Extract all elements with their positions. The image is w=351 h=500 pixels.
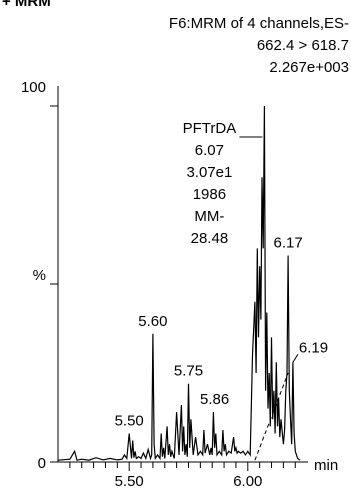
chromatogram-trace bbox=[57, 105, 301, 461]
peak-label-6-17: 6.17 bbox=[274, 235, 303, 252]
peak-label-5-75: 5.75 bbox=[174, 363, 203, 380]
annotation-height: 1986 bbox=[193, 186, 226, 203]
title-fragment: + MRM bbox=[2, 0, 51, 10]
x-tick-label-5-50: 5.50 bbox=[115, 473, 144, 490]
peak-label-5-50: 5.50 bbox=[115, 413, 144, 430]
x-axis-label: min bbox=[314, 457, 338, 474]
annotation-sn: 28.48 bbox=[191, 230, 229, 247]
peak-labels: 5.50 5.60 5.75 5.86 6.17 6.19 bbox=[115, 235, 329, 430]
x-tick-label-6-00: 6.00 bbox=[233, 473, 262, 490]
annotation-area: 3.07e1 bbox=[186, 164, 232, 181]
annotation-mode: MM- bbox=[194, 208, 224, 225]
peak-label-5-60: 5.60 bbox=[138, 313, 167, 330]
header-line-transition: 662.4 > 618.7 bbox=[257, 37, 349, 54]
header-line-intensity: 2.267e+003 bbox=[269, 59, 349, 76]
peak-label-6-19-leader bbox=[292, 354, 299, 363]
header-line-channels: F6:MRM of 4 channels,ES- bbox=[169, 15, 349, 32]
y-tick-label-percent: % bbox=[33, 267, 46, 284]
y-tick-label-0: 0 bbox=[38, 455, 46, 472]
x-ticks bbox=[69, 462, 296, 471]
peak-label-5-86: 5.86 bbox=[200, 391, 229, 408]
y-ticks bbox=[50, 105, 58, 463]
integration-baseline bbox=[254, 372, 289, 461]
peak-annotation: PFTrDA 6.07 3.07e1 1986 MM- 28.48 bbox=[183, 120, 263, 247]
annotation-compound: PFTrDA bbox=[183, 120, 237, 137]
y-tick-label-100: 100 bbox=[21, 79, 46, 96]
annotation-rt: 6.07 bbox=[195, 142, 224, 159]
peak-label-6-19: 6.19 bbox=[299, 339, 328, 356]
